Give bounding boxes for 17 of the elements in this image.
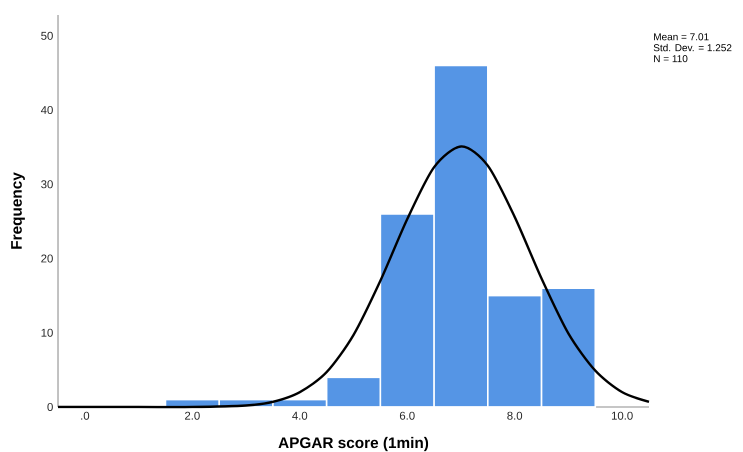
text: Mean = 7.01 bbox=[654, 33, 709, 40]
x-tick-label: 6.0 bbox=[400, 412, 415, 420]
y-tick-label: 30 bbox=[41, 180, 53, 188]
y-axis-title: Frequency bbox=[11, 172, 25, 249]
x-tick-label: 4.0 bbox=[292, 412, 308, 420]
y-tick-label: 20 bbox=[41, 254, 53, 263]
text: N = 110 bbox=[654, 55, 688, 62]
x-tick-label: 8.0 bbox=[507, 412, 522, 420]
x-tick-label: 10.0 bbox=[612, 412, 633, 420]
text: Std. Dev. = 1.252 bbox=[654, 44, 732, 52]
y-tick-label: 10 bbox=[42, 328, 53, 337]
y-tick-label: 0 bbox=[47, 402, 53, 411]
x-axis-title: APGAR score (1min) bbox=[278, 436, 428, 452]
y-tick-label: 40 bbox=[40, 106, 53, 114]
x-tick-label: .0 bbox=[81, 412, 90, 420]
y-tick-label: 50 bbox=[41, 32, 53, 40]
x-tick-label: 2.0 bbox=[185, 412, 200, 420]
